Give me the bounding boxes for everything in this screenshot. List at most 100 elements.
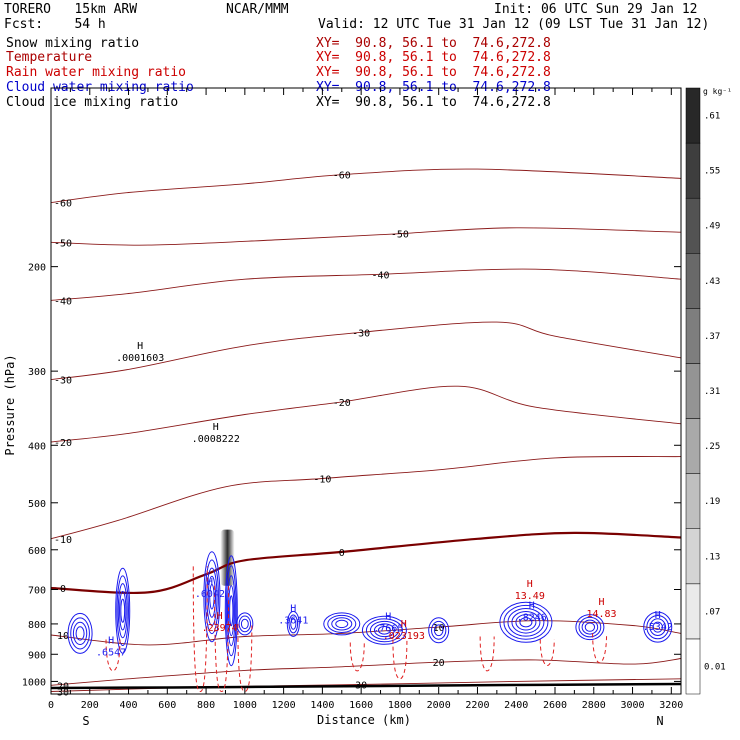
maximum-marker-h: H [401,619,407,630]
temperature-contour-label: -60 [54,199,72,210]
colorbar-tick-label: .61 [704,112,720,122]
terrain-surface-line [50,682,682,690]
colorbar-tick-label: 0.01 [704,662,726,672]
field-rain-xy: XY= 90.8, 56.1 to 74.6,272.8 [316,65,551,80]
colorbar-tick-label: .13 [704,552,720,562]
temperature-contour-label: 20 [433,658,445,669]
temperature-contour-label: -40 [372,270,390,281]
x-tick-label: 2200 [465,700,489,711]
cloud-water-contour [365,618,403,643]
y-axis-label: Pressure (hPa) [3,354,17,455]
x-tick-label: 2800 [582,700,606,711]
cloud-water-contour [288,614,299,634]
cloud-water-contour [369,620,399,640]
colorbar-segment [685,638,701,695]
colorbar-segment [685,87,701,144]
y-tick-label: 1000 [22,677,46,688]
y-tick-label: 900 [28,650,46,661]
maximum-marker-h: H [599,597,605,608]
plot-frame [50,87,682,695]
temperature-contour [50,168,682,204]
temperature-contour-label: -50 [54,238,72,249]
cloud-water-contour [433,624,444,637]
cloud-water-contour [511,611,541,634]
temperature-contour [50,321,682,381]
maximum-marker-h: H [527,579,533,590]
x-tick-label: 3200 [659,700,683,711]
cloud-water-contour [229,595,234,627]
colorbar-tick-label: .07 [704,607,720,617]
temperature-contour [50,456,682,540]
cloud-water-contour [373,623,395,638]
colorbar-segment [685,308,701,364]
temperature-contour [50,531,682,595]
cloud-water-contour [331,617,353,631]
cloud-water-contour [67,612,93,654]
cloud-water-contour [649,618,667,636]
rain-water-contour [214,585,230,693]
x-tick-label: 1400 [310,700,334,711]
cloud-water-contour [335,619,349,629]
colorbar-tick-label: .55 [704,167,720,177]
rain-water-contour [105,639,121,672]
colorbar-segment [685,142,701,199]
cloud-water-contour [70,617,90,650]
cloud-water-contour [323,612,361,636]
temperature-contour [50,268,682,301]
cloud-water-contour [115,567,131,654]
maximum-value-label: .6547 [96,647,126,658]
temperature-contour [50,620,682,646]
x-tick-label: 800 [197,700,215,711]
y-tick-label: 500 [28,499,46,510]
colorbar-segment [685,418,701,474]
x-endpoint-left: S [82,714,89,728]
cloud-water-contour [643,611,673,643]
temperature-contour-label: -30 [54,376,72,387]
y-tick-label: 200 [28,263,46,274]
temperature-contour-label: -40 [54,296,72,307]
colorbar-segment [685,363,701,419]
field-snow-label: Snow mixing ratio [6,36,140,51]
x-tick-label: 1600 [349,700,373,711]
maximum-marker-h: H [655,610,661,621]
cloud-water-contour [116,575,129,646]
cloud-water-contour [499,601,553,643]
cloud-water-contour [290,618,297,630]
cloud-water-contour [72,621,88,646]
maximum-marker-h: H [108,635,114,646]
x-axis-label: Distance (km) [317,713,411,727]
temperature-contour-label: -10 [54,535,72,546]
x-tick-label: 3000 [620,700,644,711]
init-time: Init: 06 UTC Sun 29 Jan 12 [494,2,698,17]
x-tick-label: 400 [120,700,138,711]
temperature-contour [50,658,682,686]
x-tick-label: 600 [158,700,176,711]
maximum-value-label: .8246 [517,612,547,623]
y-tick-label: 400 [28,441,46,452]
x-tick-label: 1200 [272,700,296,711]
temperature-contour-label: -20 [54,438,72,449]
temperature-contour [50,385,682,443]
cloud-water-contour [226,575,236,647]
field-cloudice-label: Cloud ice mixing ratio [6,95,179,110]
cloud-water-contour [519,617,533,628]
temperature-contour-label: 10 [57,631,69,642]
cloud-water-contour [206,567,218,626]
maximum-value-label: .6042 [195,589,225,600]
rain-water-contour [349,642,365,672]
cloud-water-contour [119,590,127,631]
maximum-marker-h: H [385,612,391,623]
valid-time: Valid: 12 UTC Tue 31 Jan 12 (09 LST Tue … [318,17,710,32]
maximum-value-label: 14.83 [586,609,616,620]
cloud-water-contour [286,610,300,637]
maximum-marker-h: H [207,577,213,588]
cloud-water-contour [507,607,545,637]
cloud-water-contour [120,598,126,623]
cloud-water-contour [377,625,391,635]
snow-column-fill [220,529,235,586]
field-temperature-xy: XY= 90.8, 56.1 to 74.6,272.8 [316,50,551,65]
temperature-contour-label: -50 [391,230,409,241]
maximum-marker-h: H [137,341,143,352]
maximum-marker-h: H [290,604,296,615]
